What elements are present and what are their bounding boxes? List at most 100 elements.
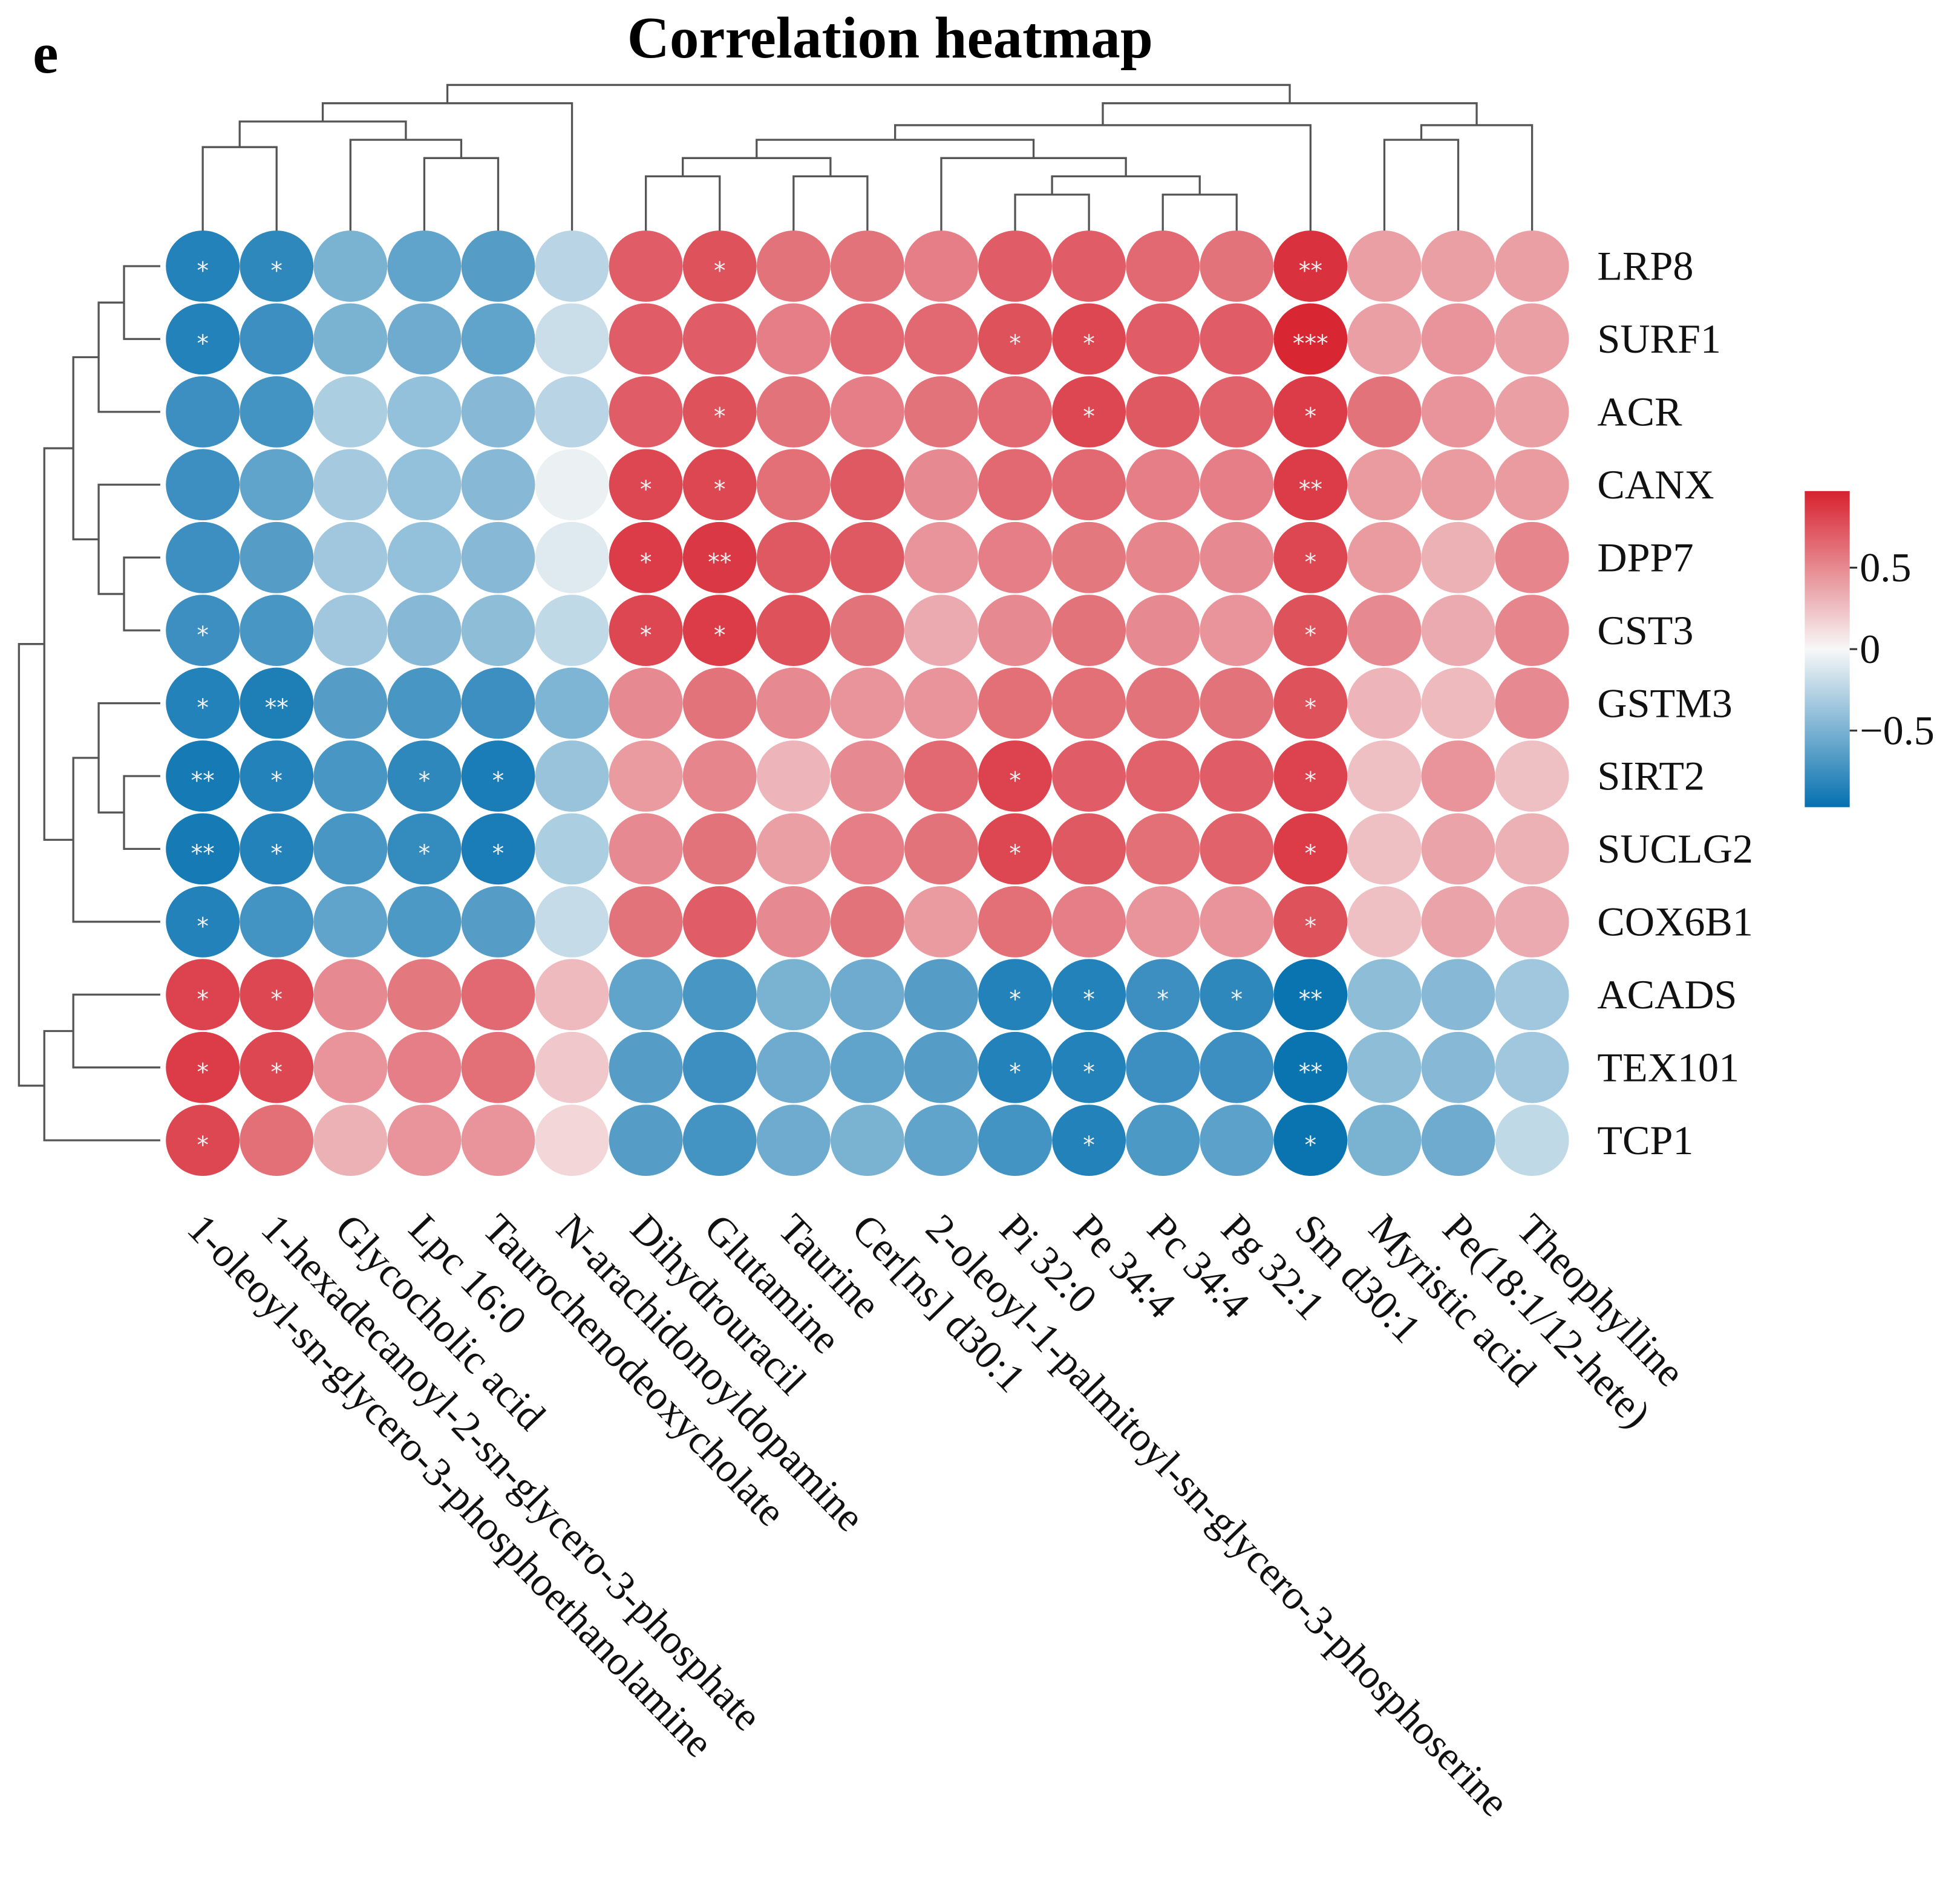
cell-circle xyxy=(682,959,757,1031)
heatmap-cell xyxy=(1347,595,1422,666)
cell-circle xyxy=(240,230,314,302)
cell-circle xyxy=(166,303,240,375)
cell-circle xyxy=(1347,521,1422,593)
cell-circle xyxy=(978,303,1052,375)
heatmap-cell xyxy=(535,449,609,521)
heatmap-cell xyxy=(904,230,978,302)
heatmap-cell xyxy=(904,1105,978,1176)
heatmap-cell xyxy=(1495,303,1569,375)
cell-circle xyxy=(1200,813,1274,885)
significance-mark: * xyxy=(1230,986,1243,1013)
cell-circle xyxy=(830,740,904,812)
cell-circle xyxy=(1347,740,1422,812)
heatmap-cell xyxy=(387,376,462,448)
cell-circle xyxy=(830,886,904,958)
cell-circle xyxy=(682,303,757,375)
dendrogram-branch xyxy=(1420,124,1534,232)
cell-circle xyxy=(830,521,904,593)
cell-circle xyxy=(387,667,462,739)
heatmap-cell xyxy=(387,886,462,958)
heatmap-cell xyxy=(609,740,683,812)
cell-circle xyxy=(1200,230,1274,302)
cell-circle xyxy=(682,521,757,593)
cell-circle xyxy=(461,959,535,1031)
significance-mark: ** xyxy=(1299,986,1322,1013)
cell-circle xyxy=(313,1105,388,1176)
cell-circle xyxy=(240,886,314,958)
significance-mark: * xyxy=(1083,403,1095,430)
significance-mark: * xyxy=(1305,549,1317,576)
cell-circle xyxy=(1421,1031,1495,1103)
heatmap-cell xyxy=(904,1031,978,1103)
dendrogram-branch xyxy=(1161,194,1238,232)
heatmap-cell xyxy=(240,595,314,666)
cell-circle xyxy=(609,303,683,375)
cell-circle xyxy=(1495,230,1569,302)
heatmap-cell xyxy=(1347,230,1422,302)
heatmap-cell: * xyxy=(166,595,240,666)
dendrogram-branch xyxy=(123,775,160,850)
cell-circle xyxy=(609,1105,683,1176)
cell-circle xyxy=(904,303,978,375)
heatmap-cell xyxy=(609,1031,683,1103)
cell-circle xyxy=(756,740,831,812)
heatmap-cell: * xyxy=(1052,959,1126,1031)
cell-circle xyxy=(1421,886,1495,958)
cell-circle xyxy=(1421,376,1495,448)
significance-mark: * xyxy=(270,1059,283,1086)
cell-circle xyxy=(1421,595,1495,666)
cell-circle xyxy=(166,886,240,958)
heatmap-cell xyxy=(1421,303,1495,375)
cell-circle xyxy=(313,1031,388,1103)
row-label: TEX101 xyxy=(1597,1044,1739,1090)
cell-circle xyxy=(682,595,757,666)
heatmap-cell: * xyxy=(978,959,1052,1031)
heatmap-cell: * xyxy=(978,740,1052,812)
cell-circle xyxy=(1347,230,1422,302)
cell-circle xyxy=(313,303,388,375)
heatmap-cell xyxy=(904,667,978,739)
cell-circle xyxy=(166,521,240,593)
cell-circle xyxy=(387,595,462,666)
cell-circle xyxy=(535,813,609,885)
cell-circle xyxy=(461,813,535,885)
heatmap-cell xyxy=(1126,449,1200,521)
heatmap-cell xyxy=(535,813,609,885)
heatmap-cell xyxy=(682,1031,757,1103)
cell-circle xyxy=(1495,1031,1569,1103)
cell-circle xyxy=(1200,959,1274,1031)
cell-circle xyxy=(240,1031,314,1103)
cell-circle xyxy=(1273,886,1348,958)
cell-circle xyxy=(240,595,314,666)
cell-circle xyxy=(1495,595,1569,666)
heatmap-cell xyxy=(904,376,978,448)
heatmap-cell xyxy=(904,740,978,812)
cell-circle xyxy=(535,376,609,448)
row-label: GSTM3 xyxy=(1597,680,1732,726)
heatmap-cell xyxy=(387,959,462,1031)
significance-mark: * xyxy=(1083,986,1095,1013)
heatmap-cell xyxy=(1347,1031,1422,1103)
heatmap-cell xyxy=(313,303,388,375)
dendrogram-branch xyxy=(123,557,160,632)
heatmap-cell xyxy=(978,595,1052,666)
cell-circle xyxy=(1273,1031,1348,1103)
cell-circle xyxy=(1126,376,1200,448)
cell-circle xyxy=(1347,1031,1422,1103)
dendrogram-branch xyxy=(756,139,1035,158)
cell-circle xyxy=(1200,667,1274,739)
heatmap-cell xyxy=(1347,303,1422,375)
significance-mark: * xyxy=(270,840,283,867)
cell-circle xyxy=(609,521,683,593)
significance-mark: * xyxy=(197,694,209,722)
heatmap-cell: * xyxy=(1273,886,1348,958)
significance-mark: ** xyxy=(265,694,289,722)
heatmap-cell: ** xyxy=(166,740,240,812)
cell-circle xyxy=(756,886,831,958)
cell-circle xyxy=(682,667,757,739)
significance-mark: * xyxy=(197,1059,209,1086)
heatmap-cell xyxy=(461,1031,535,1103)
row-label: CST3 xyxy=(1597,607,1693,653)
heatmap-cell xyxy=(682,886,757,958)
heatmap-cell xyxy=(535,740,609,812)
